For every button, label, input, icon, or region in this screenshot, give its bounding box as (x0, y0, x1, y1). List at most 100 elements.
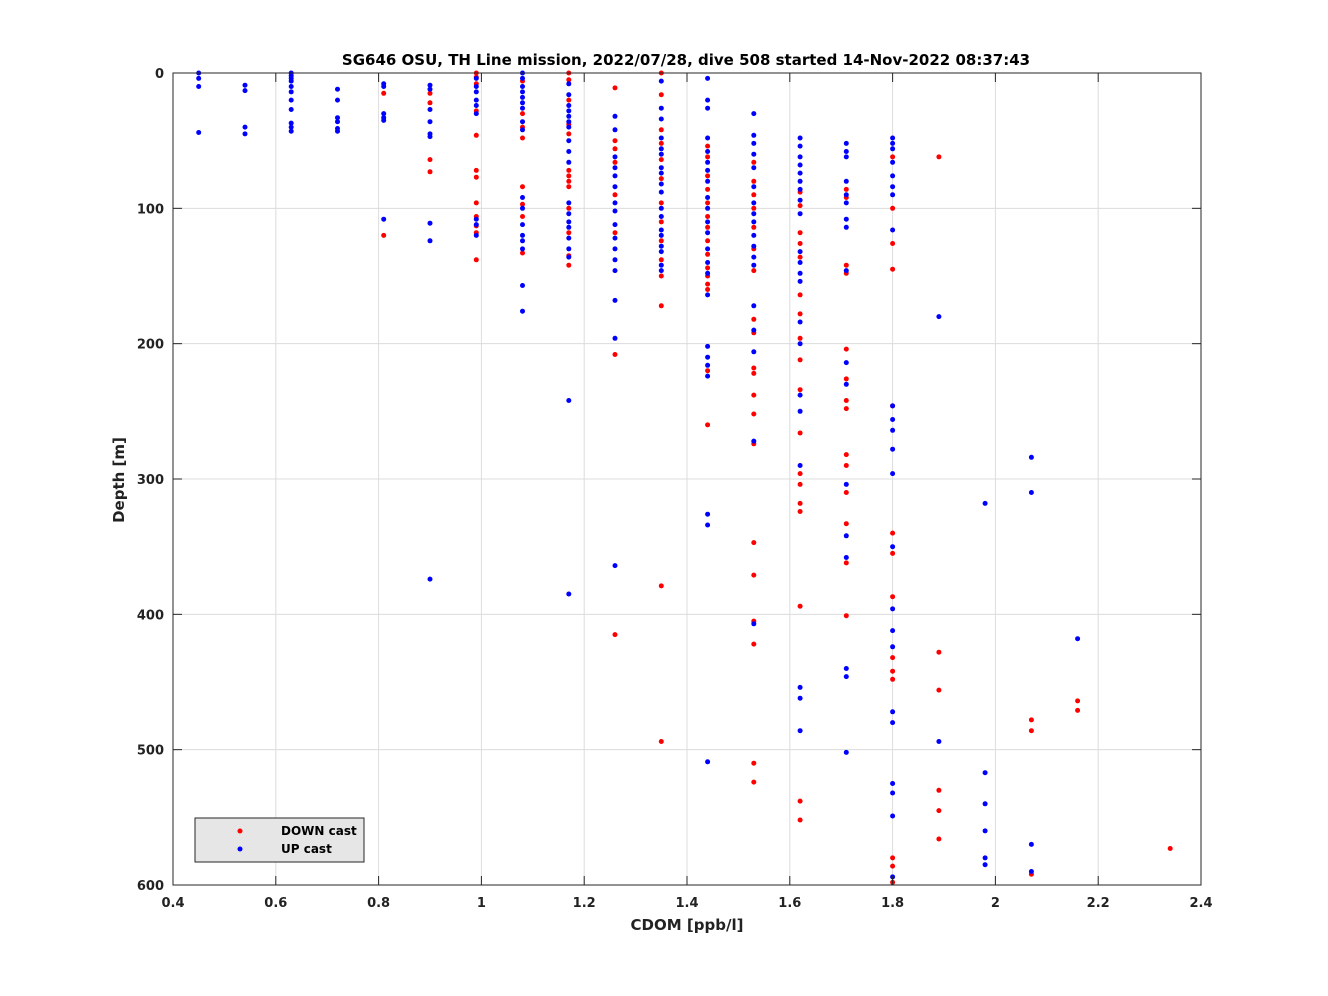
down-cast-point (843, 463, 849, 468)
legend-down-marker (237, 828, 243, 834)
up-cast-point (751, 165, 757, 171)
down-cast-point (705, 265, 711, 271)
up-cast-point (612, 113, 618, 119)
up-cast-point (705, 292, 711, 298)
up-cast-point (936, 739, 942, 744)
down-cast-point (658, 257, 664, 263)
down-cast-point (658, 238, 664, 244)
down-cast-point (890, 863, 896, 869)
down-cast-point (566, 262, 572, 268)
up-cast-point (612, 154, 618, 160)
down-cast-point (427, 157, 433, 163)
up-cast-point (797, 392, 803, 398)
up-cast-point (566, 200, 572, 206)
up-cast-point (658, 151, 664, 157)
up-cast-point (751, 211, 757, 217)
down-cast-point (797, 817, 803, 823)
up-cast-point (566, 113, 572, 119)
up-cast-point (797, 162, 803, 168)
up-cast-point (797, 178, 803, 184)
up-cast-point (843, 140, 849, 146)
down-cast-point (843, 613, 849, 619)
up-cast-point (843, 674, 849, 680)
up-cast-point (751, 232, 757, 238)
up-cast-point (751, 243, 757, 249)
up-cast-point (751, 219, 757, 225)
x-tick-label: 2.4 (1189, 896, 1212, 911)
up-cast-point (520, 89, 525, 95)
up-cast-point (705, 159, 711, 165)
up-cast-point (705, 362, 711, 368)
down-cast-point (797, 798, 803, 804)
down-cast-point (473, 257, 479, 263)
up-cast-point (705, 373, 711, 379)
up-cast-point (658, 165, 664, 171)
down-cast-point (890, 154, 896, 160)
down-cast-point (1075, 698, 1081, 704)
up-cast-point (705, 97, 711, 103)
down-cast-point (751, 268, 757, 274)
up-cast-point (936, 314, 942, 320)
up-cast-point (288, 124, 294, 130)
y-tick-label: 300 (137, 473, 164, 488)
y-tick-label: 400 (137, 608, 164, 623)
up-cast-point (473, 222, 479, 228)
down-cast-point (427, 90, 433, 96)
down-cast-point (658, 157, 664, 163)
down-cast-point (797, 292, 803, 298)
x-tick-label: 2.2 (1087, 896, 1110, 911)
y-tick-label: 600 (137, 879, 164, 894)
down-cast-point (1075, 707, 1081, 713)
up-cast-point (658, 227, 664, 233)
down-cast-point (520, 201, 525, 207)
up-cast-point (751, 327, 757, 333)
up-cast-point (658, 105, 664, 111)
down-cast-point (658, 176, 664, 182)
down-cast-point (751, 316, 757, 322)
up-cast-point (566, 398, 572, 403)
up-cast-point (797, 154, 803, 160)
up-cast-point (705, 511, 711, 517)
up-cast-point (427, 82, 433, 88)
down-cast-point (797, 335, 803, 341)
up-cast-point (890, 606, 896, 612)
down-cast-point (520, 111, 525, 117)
up-cast-point (751, 438, 757, 444)
up-cast-point (612, 208, 618, 214)
down-cast-point (705, 251, 711, 257)
up-cast-point (288, 89, 294, 95)
up-cast-point (1028, 490, 1034, 495)
data-points (196, 70, 1173, 885)
up-cast-point (335, 97, 340, 103)
up-cast-point (797, 143, 803, 149)
down-cast-point (566, 230, 572, 236)
up-cast-point (520, 205, 525, 211)
down-cast-point (751, 392, 757, 398)
up-cast-point (658, 268, 664, 274)
up-cast-point (890, 544, 896, 550)
up-cast-point (982, 500, 988, 506)
legend-down-label: DOWN cast (281, 824, 357, 838)
up-cast-point (890, 720, 896, 726)
up-cast-point (1075, 636, 1081, 642)
down-cast-point (705, 143, 711, 149)
up-cast-point (335, 115, 340, 121)
up-cast-point (843, 154, 849, 160)
legend-box (194, 817, 365, 863)
up-cast-point (797, 197, 803, 203)
up-cast-point (612, 235, 618, 241)
down-cast-point (890, 668, 896, 674)
up-cast-point (658, 116, 664, 122)
down-cast-point (751, 540, 757, 546)
up-cast-point (658, 232, 664, 238)
up-cast-point (982, 828, 988, 834)
down-cast-point (843, 406, 849, 412)
up-cast-point (658, 243, 664, 249)
down-cast-point (612, 138, 618, 144)
down-cast-point (612, 632, 618, 638)
up-cast-point (520, 100, 525, 106)
up-cast-point (705, 219, 711, 225)
down-cast-point (612, 192, 618, 198)
up-cast-point (520, 283, 525, 288)
up-cast-point (381, 216, 387, 222)
